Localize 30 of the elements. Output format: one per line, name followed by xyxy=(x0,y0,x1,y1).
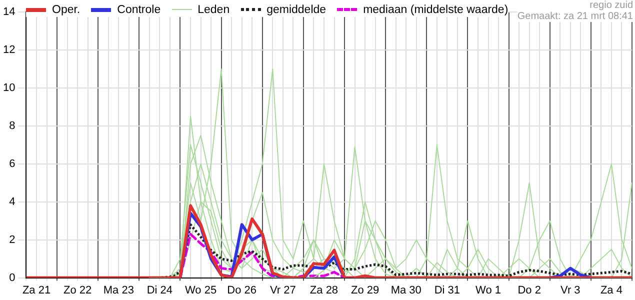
x-tick-label: Ma 23 xyxy=(103,284,134,296)
x-tick-label: Wo 1 xyxy=(476,284,501,296)
annotation: Gemaakt: za 21 mrt 08:41 xyxy=(517,11,633,22)
x-tick-label: Di 31 xyxy=(434,284,460,296)
x-tick-label: Do 2 xyxy=(518,284,541,296)
x-tick-label: Vr 27 xyxy=(270,284,296,296)
x-tick-label: Vr 3 xyxy=(560,284,580,296)
y-tick-label: 12 xyxy=(2,44,16,56)
legend-label: Oper. xyxy=(52,4,80,16)
y-tick-label: 14 xyxy=(2,6,16,18)
x-tick-label: Ma 30 xyxy=(390,284,422,296)
legend-label: Leden xyxy=(198,4,230,16)
x-tick-label: Di 24 xyxy=(146,284,173,296)
legend-label: Controle xyxy=(117,4,161,16)
x-tick-label: Zo 22 xyxy=(64,284,92,296)
y-tick-label: 2 xyxy=(9,234,16,246)
x-tick-label: Za 28 xyxy=(310,284,338,296)
y-tick-label: 0 xyxy=(9,272,16,284)
legend-label: gemiddelde xyxy=(266,4,326,16)
y-tick-label: 10 xyxy=(2,82,16,94)
x-tick-label: Za 4 xyxy=(600,284,622,296)
x-tick-label: Za 21 xyxy=(22,284,51,296)
y-tick-label: 6 xyxy=(9,158,16,170)
y-tick-label: 8 xyxy=(9,120,16,132)
legend-label: mediaan (middelste waarde) xyxy=(363,4,508,16)
x-tick-label: Do 26 xyxy=(227,284,257,296)
text: regio zuid xyxy=(588,0,633,11)
y-tick-label: 4 xyxy=(9,196,16,208)
x-tick-label: Wo 25 xyxy=(184,284,217,296)
x-tick-label: Zo 29 xyxy=(350,284,380,296)
